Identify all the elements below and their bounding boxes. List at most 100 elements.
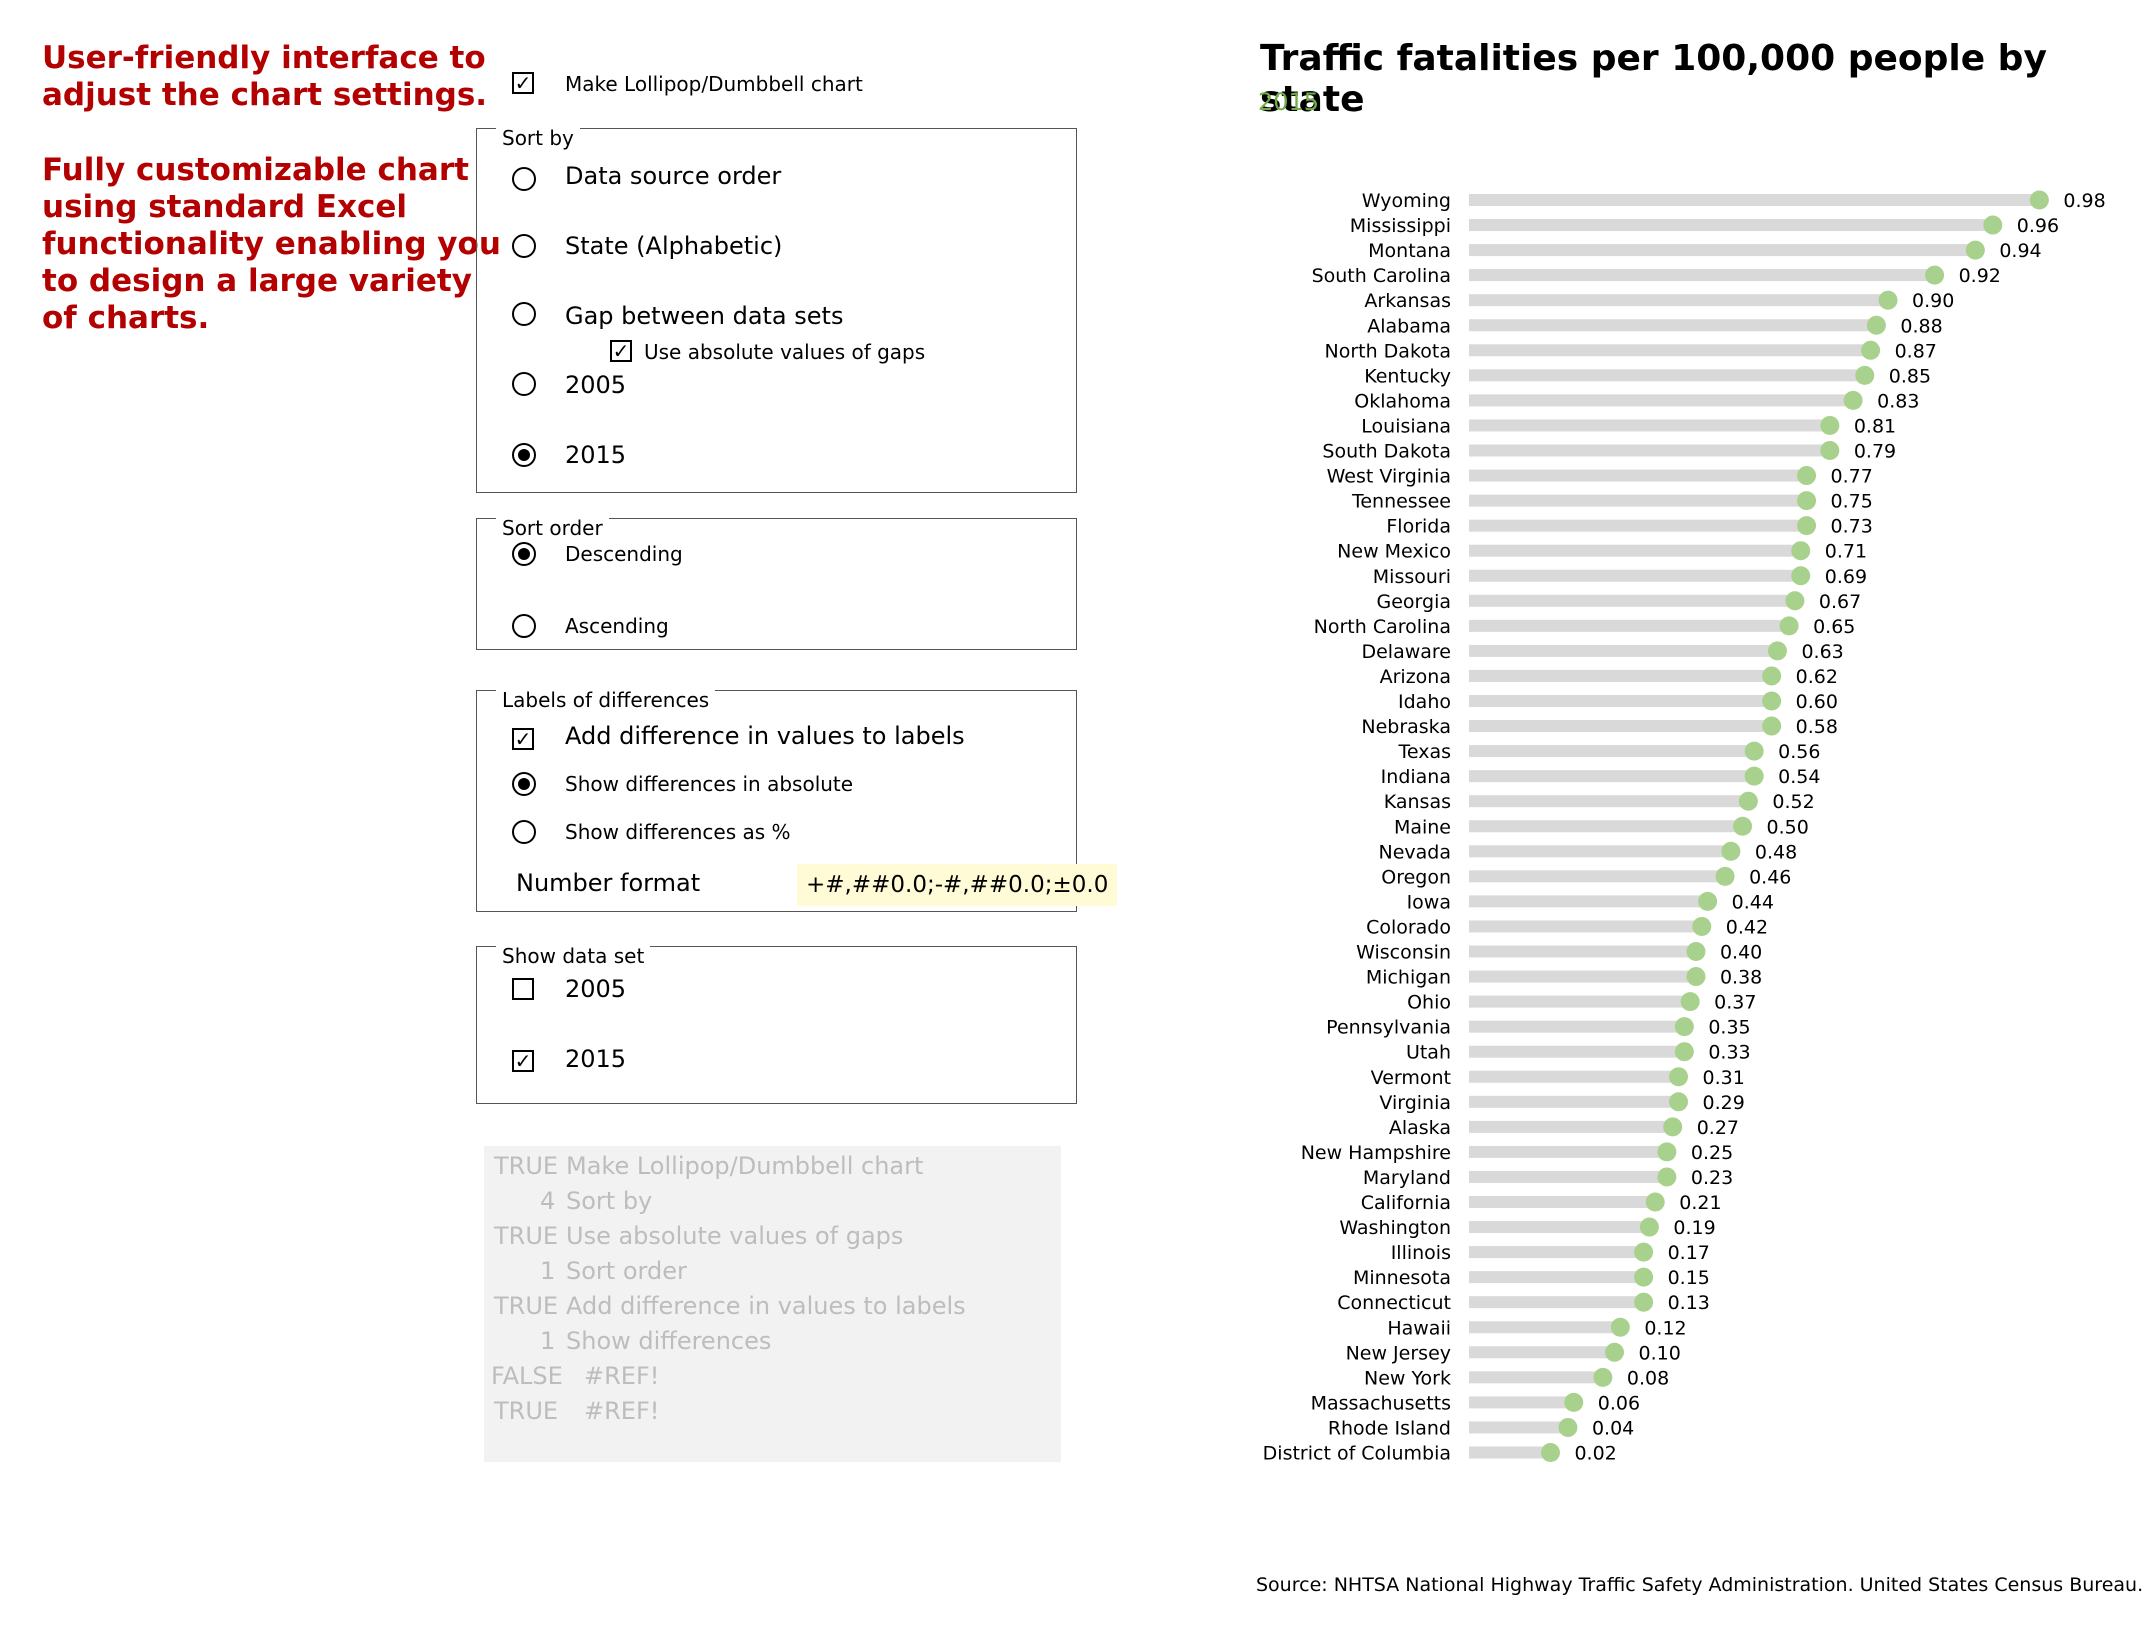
add-diff-checkbox[interactable]: ✓ xyxy=(512,728,534,750)
abs-gaps-checkbox[interactable]: ✓ xyxy=(610,340,632,362)
lollipop-stem xyxy=(1469,1120,1673,1133)
data-label: 0.37 xyxy=(1714,992,1756,1014)
lollipop-dot xyxy=(1965,240,1985,260)
category-label: New Jersey xyxy=(1346,1342,1451,1364)
diff-radio-percent[interactable] xyxy=(512,820,536,844)
category-label: Arkansas xyxy=(1364,290,1451,312)
category-label: Georgia xyxy=(1377,591,1452,613)
sort-order-group xyxy=(476,518,1077,650)
linked-cell-value: 1 xyxy=(540,1327,556,1355)
linked-cell-label: Sort order xyxy=(566,1257,687,1285)
lollipop-dot xyxy=(1767,641,1787,661)
data-label: 0.12 xyxy=(1644,1317,1686,1339)
data-label: 0.81 xyxy=(1854,415,1896,437)
category-label: Connecticut xyxy=(1337,1292,1451,1314)
sort-order-radio-asc[interactable] xyxy=(512,614,536,638)
lollipop-stem xyxy=(1469,219,1993,232)
make-chart-checkbox[interactable]: ✓ xyxy=(512,72,534,94)
chart-title: Traffic fatalities per 100,000 people by… xyxy=(1260,38,2047,120)
sort-order-radio-desc[interactable] xyxy=(512,542,536,566)
lollipop-dot xyxy=(1762,716,1782,736)
note-line: of charts. xyxy=(42,300,210,336)
lollipop-stem xyxy=(1469,1296,1644,1309)
chart-source: Source: NHTSA National Highway Traffic S… xyxy=(1256,1574,2144,1596)
sort-order-option-asc: Ascending xyxy=(565,614,669,638)
data-label: 0.69 xyxy=(1825,566,1867,588)
linked-cell-label: Use absolute values of gaps xyxy=(566,1222,904,1250)
sort-by-radio-2005[interactable] xyxy=(512,372,536,396)
lollipop-stem xyxy=(1469,1070,1679,1083)
linked-cell-label: Add difference in values to labels xyxy=(566,1292,966,1320)
show-2005-label: 2005 xyxy=(565,975,627,1003)
lollipop-stem xyxy=(1469,419,1830,432)
chart-subtitle: 2015 xyxy=(1258,88,1320,116)
linked-cell-value: 4 xyxy=(540,1187,556,1215)
data-label: 0.29 xyxy=(1703,1092,1745,1114)
lollipop-dot xyxy=(1669,1092,1689,1112)
lollipop-dot xyxy=(1878,290,1898,310)
diff-radio-absolute[interactable] xyxy=(512,772,536,796)
lollipop-dot xyxy=(1657,1142,1677,1162)
category-label: Texas xyxy=(1397,741,1451,763)
note-line: Fully customizable chart xyxy=(42,152,469,188)
sort-order-legend: Sort order xyxy=(496,516,609,540)
lollipop-dot xyxy=(1733,816,1753,836)
lollipop-dot xyxy=(2029,190,2049,210)
lollipop-dot xyxy=(1744,741,1764,761)
category-label: Michigan xyxy=(1366,967,1451,989)
lollipop-dot xyxy=(1680,992,1700,1012)
category-label: Maryland xyxy=(1363,1167,1451,1189)
sort-by-radio-2015[interactable] xyxy=(512,443,536,467)
note-line: functionality enabling you xyxy=(42,226,501,262)
category-label: New Mexico xyxy=(1337,541,1451,563)
data-label: 0.50 xyxy=(1767,816,1809,838)
show-2005-checkbox[interactable] xyxy=(512,978,534,1000)
lollipop-stem xyxy=(1469,244,1976,257)
lollipop-stem xyxy=(1469,970,1696,983)
category-label: Nevada xyxy=(1379,841,1452,863)
data-label: 0.35 xyxy=(1708,1017,1750,1039)
note-line: to design a large variety xyxy=(42,263,472,299)
data-label: 0.77 xyxy=(1831,466,1873,488)
lollipop-dot xyxy=(1738,791,1758,811)
linked-cell-value: 1 xyxy=(540,1257,556,1285)
sort-by-radio-state[interactable] xyxy=(512,234,536,258)
data-label: 0.02 xyxy=(1574,1443,1616,1465)
data-label: 0.79 xyxy=(1854,441,1896,463)
category-label: District of Columbia xyxy=(1263,1443,1451,1465)
lollipop-stem xyxy=(1469,1271,1644,1284)
note-line: User-friendly interface to xyxy=(42,40,486,76)
data-label: 0.75 xyxy=(1831,491,1873,513)
sort-by-radio-source[interactable] xyxy=(512,167,536,191)
data-label: 0.10 xyxy=(1639,1342,1681,1364)
data-label: 0.65 xyxy=(1813,616,1855,638)
sort-by-radio-gap[interactable] xyxy=(512,302,536,326)
category-label: Wisconsin xyxy=(1356,942,1451,964)
lollipop-stem xyxy=(1469,519,1807,532)
data-label: 0.21 xyxy=(1679,1192,1721,1214)
category-label: Alabama xyxy=(1367,315,1451,337)
category-label: Idaho xyxy=(1398,691,1451,713)
data-label: 0.08 xyxy=(1627,1367,1669,1389)
lollipop-dot xyxy=(1721,841,1741,861)
category-label: West Virginia xyxy=(1327,466,1451,488)
abs-gaps-label: Use absolute values of gaps xyxy=(644,340,926,364)
category-label: Ohio xyxy=(1407,992,1451,1014)
category-label: Arizona xyxy=(1380,666,1451,688)
show-2015-checkbox[interactable]: ✓ xyxy=(512,1050,534,1072)
number-format-field[interactable]: +#,##0.0;-#,##0.0;±0.0 xyxy=(797,864,1118,906)
sort-by-group xyxy=(476,128,1077,493)
data-label: 0.62 xyxy=(1796,666,1838,688)
sort-by-option-state: State (Alphabetic) xyxy=(565,232,783,260)
category-label: Colorado xyxy=(1366,916,1451,938)
data-label: 0.85 xyxy=(1889,365,1931,387)
notes-block: User-friendly interface to adjust the ch… xyxy=(42,40,501,337)
lollipop-dot xyxy=(1639,1217,1659,1237)
lollipop-dot xyxy=(1843,390,1863,410)
category-label: Tennessee xyxy=(1351,491,1451,513)
category-label: South Dakota xyxy=(1322,441,1451,463)
category-label: Wyoming xyxy=(1362,190,1451,212)
lollipop-stem xyxy=(1469,795,1749,808)
linked-cell-label: Sort by xyxy=(566,1187,653,1215)
